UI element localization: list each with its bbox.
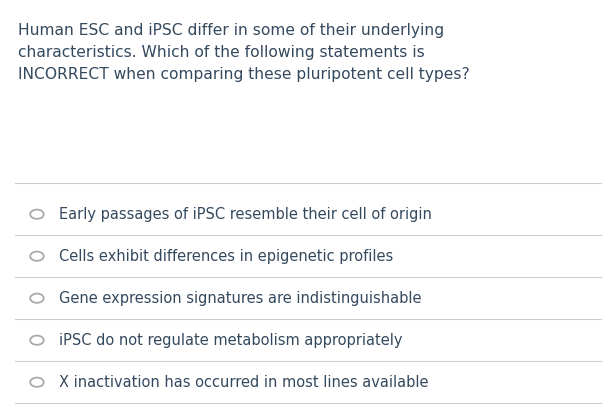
Text: Early passages of iPSC resemble their cell of origin: Early passages of iPSC resemble their ce… (59, 207, 431, 222)
Text: X inactivation has occurred in most lines available: X inactivation has occurred in most line… (59, 375, 428, 390)
Text: Cells exhibit differences in epigenetic profiles: Cells exhibit differences in epigenetic … (59, 249, 393, 264)
Text: iPSC do not regulate metabolism appropriately: iPSC do not regulate metabolism appropri… (59, 333, 402, 348)
Text: Human ESC and iPSC differ in some of their underlying
characteristics. Which of : Human ESC and iPSC differ in some of the… (18, 23, 470, 82)
Text: Gene expression signatures are indistinguishable: Gene expression signatures are indisting… (59, 291, 421, 306)
